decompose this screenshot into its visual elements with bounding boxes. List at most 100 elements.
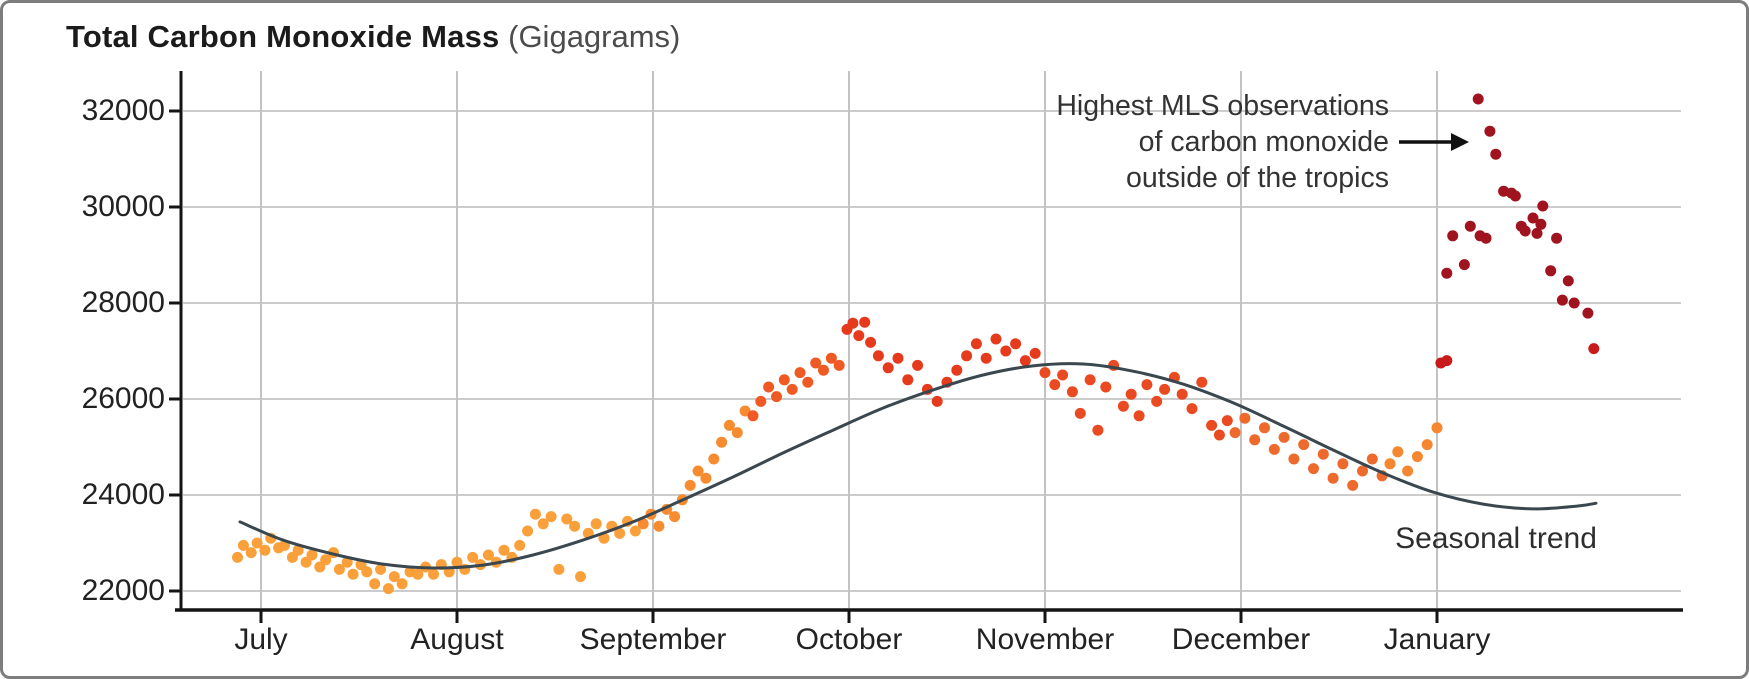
x-tick-label-january: January bbox=[1383, 623, 1491, 656]
data-point bbox=[1084, 374, 1096, 386]
x-tick-label-november: November bbox=[975, 623, 1115, 656]
data-point bbox=[1447, 230, 1459, 242]
data-point bbox=[1249, 434, 1261, 446]
y-tick-label-24000: 24000 bbox=[81, 478, 165, 511]
data-point bbox=[259, 544, 271, 556]
data-point bbox=[833, 359, 845, 371]
data-point bbox=[778, 374, 790, 386]
data-point bbox=[865, 336, 877, 348]
data-point bbox=[545, 511, 557, 523]
x-tick-label-october: October bbox=[795, 623, 903, 656]
data-point bbox=[684, 479, 696, 491]
data-point bbox=[1176, 388, 1188, 400]
y-tick-label-30000: 30000 bbox=[81, 190, 165, 223]
annotation-highest-mls: Highest MLS observations of carbon monox… bbox=[1056, 88, 1389, 196]
data-point bbox=[818, 364, 829, 376]
data-point bbox=[1562, 275, 1574, 287]
data-point bbox=[1239, 412, 1251, 424]
data-point bbox=[428, 568, 439, 580]
data-point bbox=[708, 453, 720, 465]
data-point bbox=[810, 357, 822, 369]
data-point bbox=[1337, 458, 1349, 470]
data-point bbox=[1527, 212, 1539, 224]
data-point bbox=[361, 566, 373, 578]
data-point bbox=[575, 571, 586, 583]
data-point bbox=[451, 556, 463, 568]
data-point bbox=[1049, 379, 1061, 391]
data-point bbox=[245, 547, 257, 559]
data-point bbox=[1288, 453, 1300, 465]
data-point bbox=[1151, 395, 1163, 407]
y-tick-label-28000: 28000 bbox=[81, 286, 165, 319]
data-point bbox=[1259, 422, 1270, 434]
data-point bbox=[1298, 439, 1310, 451]
data-point bbox=[847, 317, 859, 329]
data-point bbox=[553, 563, 565, 575]
data-point bbox=[1100, 381, 1112, 393]
data-point bbox=[1092, 424, 1104, 436]
data-point bbox=[569, 520, 581, 532]
data-point bbox=[1196, 376, 1208, 388]
seasonal-trend-line bbox=[238, 362, 1598, 570]
data-point bbox=[872, 350, 884, 362]
chart-title-main: Total Carbon Monoxide Mass bbox=[66, 19, 500, 54]
plot-svg bbox=[169, 71, 1683, 623]
data-point bbox=[333, 563, 345, 575]
data-point bbox=[1278, 431, 1290, 443]
data-point bbox=[786, 383, 798, 395]
data-point bbox=[771, 391, 782, 403]
data-point bbox=[388, 571, 400, 583]
x-tick-label-august: August bbox=[410, 623, 504, 656]
data-point bbox=[382, 583, 394, 595]
data-point bbox=[1582, 307, 1594, 319]
data-point bbox=[482, 549, 494, 561]
data-point bbox=[1308, 463, 1319, 475]
data-point bbox=[723, 419, 735, 431]
data-point bbox=[1039, 367, 1051, 379]
data-point bbox=[1213, 429, 1225, 441]
data-point bbox=[1531, 227, 1543, 239]
data-point bbox=[1010, 338, 1022, 350]
data-point bbox=[1568, 297, 1580, 309]
data-point bbox=[731, 427, 743, 439]
data-point bbox=[912, 359, 924, 371]
data-point bbox=[1159, 383, 1171, 395]
data-point bbox=[1431, 422, 1443, 434]
data-point bbox=[882, 362, 894, 374]
data-point bbox=[747, 410, 759, 422]
data-point bbox=[614, 527, 626, 539]
data-point bbox=[1484, 125, 1496, 137]
annotation-line-1: Highest MLS observations bbox=[1056, 90, 1389, 122]
data-point bbox=[1366, 453, 1378, 465]
data-point bbox=[1141, 379, 1153, 391]
annotation-line-2: of carbon monoxide bbox=[1138, 126, 1389, 158]
data-point bbox=[1402, 465, 1414, 477]
x-tick-label-september: September bbox=[579, 623, 727, 656]
data-point bbox=[537, 518, 549, 530]
data-point bbox=[692, 465, 704, 477]
data-point bbox=[1441, 267, 1453, 279]
data-point bbox=[1509, 190, 1521, 202]
data-point bbox=[306, 549, 318, 561]
data-point bbox=[1392, 446, 1404, 458]
data-point bbox=[1441, 355, 1453, 367]
data-point bbox=[1519, 225, 1531, 237]
data-point bbox=[237, 539, 249, 551]
data-point bbox=[1357, 465, 1368, 477]
data-point bbox=[1057, 369, 1069, 381]
data-point bbox=[1317, 448, 1329, 460]
y-tick-label-32000: 32000 bbox=[81, 94, 165, 127]
data-point bbox=[1000, 345, 1012, 357]
chart-title: Total Carbon Monoxide Mass (Gigagrams) bbox=[66, 19, 680, 55]
data-point bbox=[902, 374, 914, 386]
data-point bbox=[1221, 415, 1233, 427]
data-point bbox=[1019, 355, 1031, 367]
data-point bbox=[347, 568, 359, 580]
x-tick-label-december: December bbox=[1171, 623, 1311, 656]
data-point bbox=[292, 544, 304, 556]
data-point bbox=[1480, 232, 1492, 244]
data-point bbox=[561, 513, 573, 525]
data-point bbox=[1588, 343, 1600, 355]
data-point bbox=[1117, 400, 1129, 412]
